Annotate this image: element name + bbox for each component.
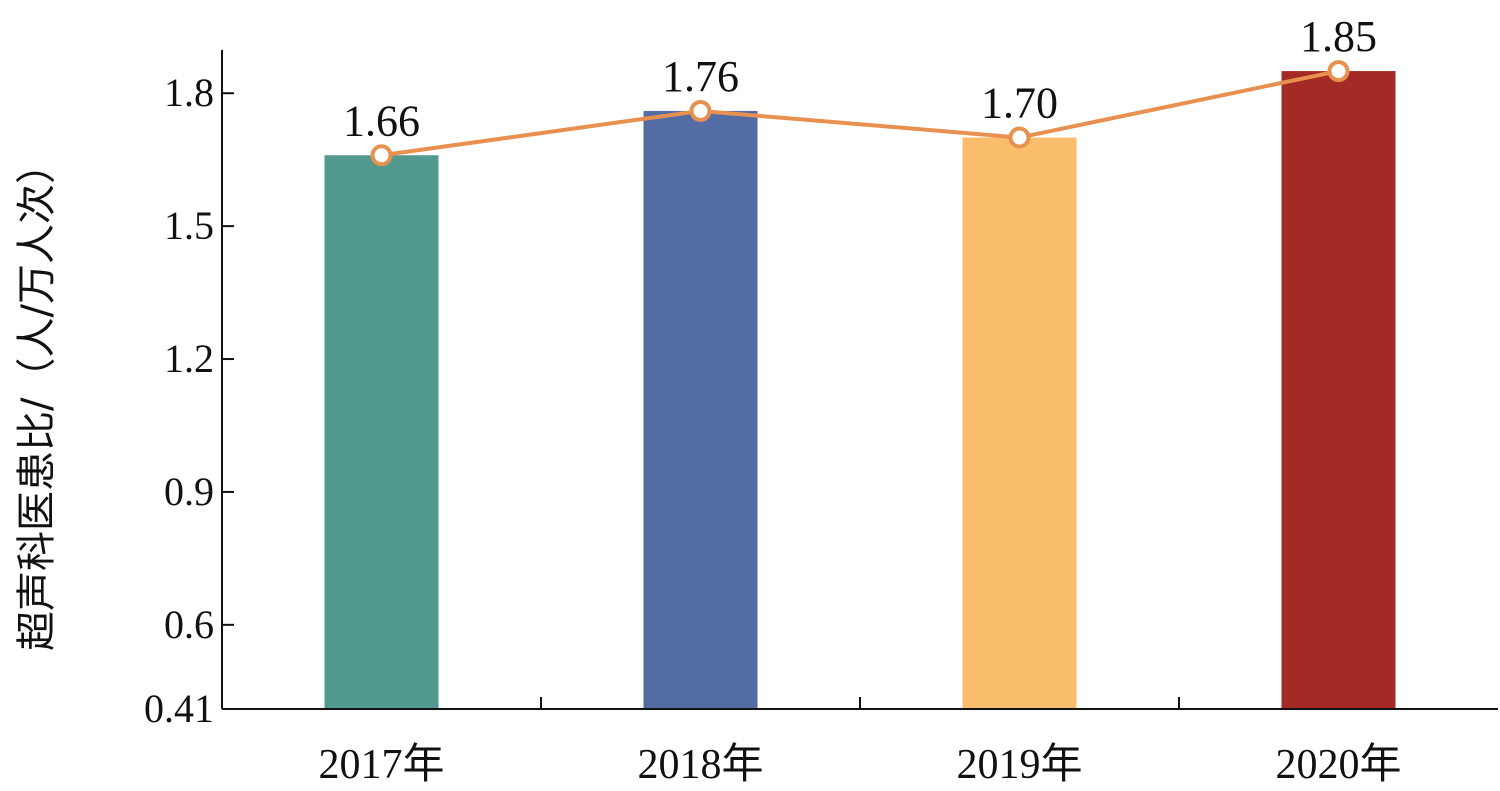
data-label: 1.70 [981, 79, 1058, 128]
y-tick-label: 0.9 [164, 469, 214, 514]
x-tick-label: 2017年 [318, 741, 444, 788]
data-label: 1.85 [1300, 12, 1377, 61]
y-tick-label: 0.41 [144, 686, 214, 731]
bar [643, 110, 758, 709]
series-line [381, 69, 1339, 158]
line-point [1008, 126, 1031, 149]
x-ticks-group: 2017年 2018年 2019年 2020年 [318, 697, 1402, 788]
y-tick-label: 0.6 [164, 602, 214, 647]
bar [1281, 71, 1396, 709]
markers-group [370, 60, 1350, 167]
data-label: 1.76 [662, 52, 739, 101]
line-point [1327, 60, 1350, 83]
bar [962, 137, 1077, 709]
line-overlay-group [381, 69, 1339, 158]
x-tick-label: 2019年 [956, 741, 1082, 788]
y-axis-label: 超声科医患比/（人/万人次） [14, 144, 60, 651]
y-tick-label: 1.5 [164, 203, 214, 248]
x-tick-label: 2018年 [637, 741, 763, 788]
x-tick-label: 2020年 [1275, 741, 1401, 788]
bars-group [324, 71, 1396, 709]
data-label: 1.66 [343, 96, 420, 145]
line-point [689, 99, 712, 122]
line-point [370, 144, 393, 167]
bar [324, 155, 439, 709]
data-labels-group: 1.66 1.76 1.70 1.85 [343, 12, 1377, 145]
y-tick-label: 1.8 [164, 70, 214, 115]
y-ticks-group: 0.41 0.6 0.9 1.2 1.5 1.8 [144, 70, 234, 731]
y-tick-label: 1.2 [164, 336, 214, 381]
